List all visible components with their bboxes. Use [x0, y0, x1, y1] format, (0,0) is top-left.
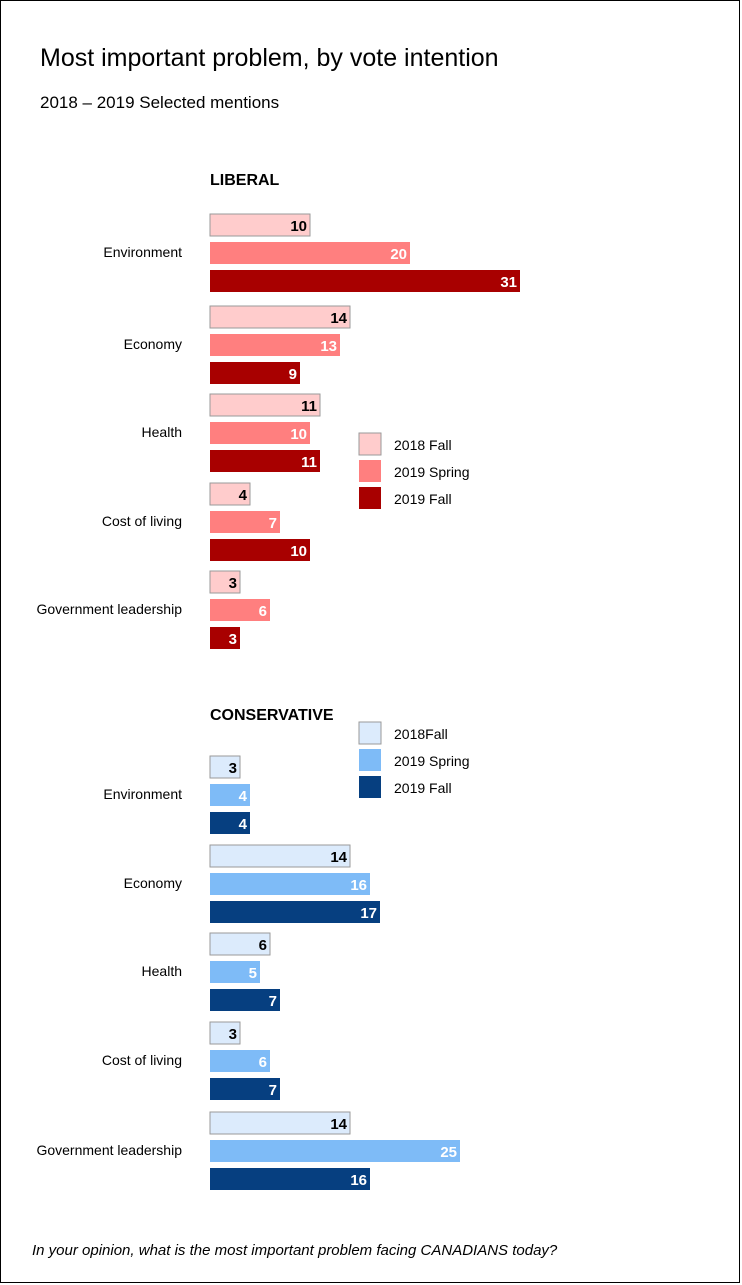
conservative-legend-label-2019-fall: 2019 Fall — [394, 780, 452, 796]
liberal-value-label-cost-of-living-2019-spring: 7 — [269, 515, 277, 532]
liberal-bar-health-2018-fall — [209, 393, 321, 417]
liberal-value-label-environment-2019-fall: 31 — [500, 274, 517, 291]
conservative-value-label-economy-2019-fall: 17 — [360, 905, 377, 922]
liberal-legend-label-2019-spring: 2019 Spring — [394, 464, 470, 480]
liberal-bar-economy-2018-fall — [209, 305, 351, 329]
liberal-value-label-cost-of-living-2019-fall: 10 — [290, 543, 307, 560]
conservative-value-label-cost-of-living-2019-spring: 6 — [259, 1054, 267, 1071]
liberal-value-label-cost-of-living-2018-fall: 4 — [239, 487, 248, 504]
conservative-bar-health-2018fall — [209, 932, 271, 956]
liberal-legend-label-2018-fall: 2018 Fall — [394, 437, 452, 453]
liberal-value-label-economy-2018-fall: 14 — [330, 310, 347, 327]
liberal-value-label-government-leadership-2018-fall: 3 — [229, 575, 237, 592]
conservative-bar-government-leadership-2018fall — [209, 1111, 351, 1135]
conservative-legend-swatch-2018fall — [358, 721, 382, 745]
survey-question-footnote: In your opinion, what is the most import… — [32, 1242, 558, 1259]
conservative-category-label-cost-of-living: Cost of living — [102, 1052, 182, 1068]
conservative-value-label-government-leadership-2019-fall: 16 — [350, 1172, 367, 1189]
chart-title: Most important problem, by vote intentio… — [40, 44, 499, 72]
liberal-bar-cost-of-living-2018-fall — [209, 482, 251, 506]
liberal-bar-environment-2019-spring — [210, 242, 410, 264]
conservative-panel-title: CONSERVATIVE — [210, 707, 334, 724]
conservative-value-label-health-2019-spring: 5 — [249, 965, 257, 982]
liberal-value-label-government-leadership-2019-fall: 3 — [229, 631, 237, 648]
conservative-bar-environment-2019-spring — [210, 784, 250, 806]
liberal-value-label-environment-2018-fall: 10 — [290, 218, 307, 235]
liberal-value-label-government-leadership-2019-spring: 6 — [259, 603, 267, 620]
conservative-category-label-government-leadership: Government leadership — [36, 1142, 182, 1158]
liberal-panel-title: LIBERAL — [210, 172, 280, 189]
conservative-value-label-cost-of-living-2019-fall: 7 — [269, 1082, 277, 1099]
conservative-value-label-government-leadership-2019-spring: 25 — [440, 1144, 457, 1161]
conservative-legend-swatch-2019-fall — [359, 776, 381, 798]
liberal-category-label-government-leadership: Government leadership — [36, 601, 182, 617]
liberal-legend-swatch-2019-fall — [359, 487, 381, 509]
conservative-bar-government-leadership-2019-fall — [210, 1168, 370, 1190]
conservative-value-label-health-2019-fall: 7 — [269, 993, 277, 1010]
liberal-legend-swatch-2019-spring — [359, 460, 381, 482]
liberal-bar-cost-of-living-2019-fall — [210, 539, 310, 561]
conservative-bar-health-2019-spring — [210, 961, 260, 983]
liberal-bar-health-2019-spring — [210, 422, 310, 444]
conservative-bar-environment-2019-fall — [210, 812, 250, 834]
liberal-value-label-health-2019-spring: 10 — [290, 426, 307, 443]
liberal-bar-government-leadership-2018-fall — [209, 570, 241, 594]
conservative-bar-health-2019-fall — [210, 989, 280, 1011]
conservative-bar-cost-of-living-2018fall — [209, 1021, 241, 1045]
liberal-value-label-economy-2019-spring: 13 — [320, 338, 337, 355]
conservative-value-label-health-2018fall: 6 — [259, 937, 267, 954]
liberal-bar-economy-2019-spring — [210, 334, 340, 356]
conservative-category-label-environment: Environment — [103, 786, 182, 802]
liberal-category-label-health: Health — [142, 424, 182, 440]
liberal-bar-health-2019-fall — [210, 450, 320, 472]
chart-subtitle: 2018 – 2019 Selected mentions — [40, 93, 280, 112]
conservative-value-label-economy-2018fall: 14 — [330, 849, 347, 866]
conservative-bar-government-leadership-2019-spring — [210, 1140, 460, 1162]
liberal-category-label-cost-of-living: Cost of living — [102, 513, 182, 529]
conservative-bar-cost-of-living-2019-fall — [210, 1078, 280, 1100]
liberal-bar-government-leadership-2019-spring — [210, 599, 270, 621]
liberal-category-label-environment: Environment — [103, 244, 182, 260]
conservative-value-label-environment-2018fall: 3 — [229, 760, 237, 777]
conservative-legend-swatch-2019-spring — [359, 749, 381, 771]
liberal-legend-label-2019-fall: 2019 Fall — [394, 491, 452, 507]
conservative-legend-label-2018fall: 2018Fall — [394, 726, 448, 742]
conservative-bar-cost-of-living-2019-spring — [210, 1050, 270, 1072]
liberal-value-label-health-2019-fall: 11 — [301, 454, 317, 471]
conservative-bar-economy-2018fall — [209, 844, 351, 868]
conservative-bar-economy-2019-spring — [210, 873, 370, 895]
conservative-value-label-government-leadership-2018fall: 14 — [330, 1116, 347, 1133]
liberal-bar-economy-2019-fall — [210, 362, 300, 384]
conservative-bar-economy-2019-fall — [210, 901, 380, 923]
conservative-value-label-environment-2019-spring: 4 — [239, 788, 248, 805]
conservative-value-label-economy-2019-spring: 16 — [350, 877, 367, 894]
conservative-value-label-cost-of-living-2018fall: 3 — [229, 1026, 237, 1043]
conservative-bar-environment-2018fall — [209, 755, 241, 779]
liberal-value-label-health-2018-fall: 11 — [301, 398, 317, 415]
liberal-value-label-environment-2019-spring: 20 — [390, 246, 407, 263]
conservative-value-label-environment-2019-fall: 4 — [239, 816, 248, 833]
conservative-legend-label-2019-spring: 2019 Spring — [394, 753, 470, 769]
liberal-bar-environment-2018-fall — [209, 213, 311, 237]
liberal-bar-cost-of-living-2019-spring — [210, 511, 280, 533]
liberal-value-label-economy-2019-fall: 9 — [289, 366, 297, 383]
liberal-legend-swatch-2018-fall — [358, 432, 382, 456]
liberal-bar-environment-2019-fall — [210, 270, 520, 292]
liberal-bar-government-leadership-2019-fall — [210, 627, 240, 649]
liberal-category-label-economy: Economy — [124, 336, 182, 352]
conservative-category-label-health: Health — [142, 963, 182, 979]
conservative-category-label-economy: Economy — [124, 875, 182, 891]
